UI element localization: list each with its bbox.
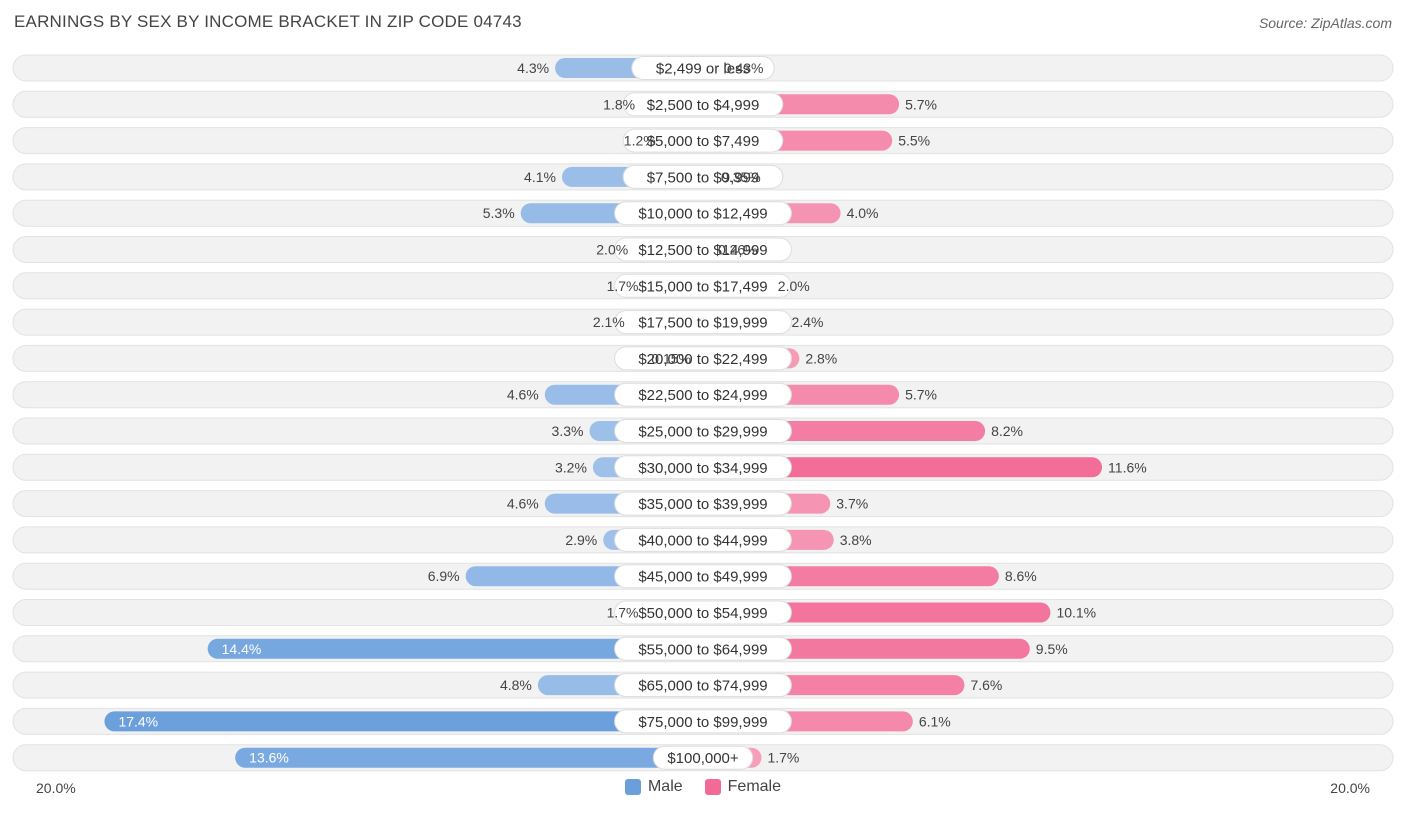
male-value-label: 1.2%: [624, 133, 656, 149]
female-value-label: 2.0%: [778, 278, 810, 294]
axis-right-label: 20.0%: [1330, 780, 1370, 796]
female-value-label: 5.7%: [905, 96, 937, 112]
category-label: $7,500 to $9,999: [647, 169, 760, 186]
female-value-label: 5.7%: [905, 387, 937, 403]
male-bar: [207, 638, 703, 659]
category-label: $30,000 to $34,999: [638, 460, 767, 477]
male-value-label: 14.4%: [222, 641, 262, 657]
category-label: $75,000 to $99,999: [638, 714, 767, 731]
female-value-label: 2.8%: [805, 350, 837, 366]
category-label: $50,000 to $54,999: [638, 605, 767, 622]
legend: Male Female: [0, 778, 1406, 796]
female-value-label: 0.35%: [721, 169, 761, 185]
female-value-label: 0.26%: [718, 242, 758, 258]
category-pill: [652, 745, 754, 770]
male-bar: [104, 711, 703, 732]
female-value-label: 0.43%: [724, 60, 764, 76]
category-label: $2,500 to $4,999: [647, 97, 760, 114]
category-pill: [622, 92, 784, 117]
female-value-label: 3.7%: [836, 496, 868, 512]
legend-label-male: Male: [647, 778, 683, 795]
female-value-label: 4.0%: [847, 205, 879, 221]
legend-item-male[interactable]: Male: [624, 778, 683, 796]
male-value-label: 4.1%: [524, 169, 556, 185]
female-value-label: 2.4%: [792, 314, 824, 330]
category-label: $25,000 to $29,999: [638, 424, 767, 441]
male-value-label: 4.8%: [500, 677, 532, 693]
category-pill: [614, 201, 792, 226]
category-label: $2,499 or less: [656, 61, 750, 78]
category-pill: [614, 527, 792, 552]
male-value-label: 5.3%: [483, 205, 515, 221]
female-value-label: 1.7%: [767, 750, 799, 766]
category-pill: [631, 56, 775, 80]
legend-item-female[interactable]: Female: [704, 778, 782, 796]
category-pill: [614, 346, 792, 371]
category-label: $17,500 to $19,999: [638, 315, 767, 332]
male-value-label: 2.1%: [593, 314, 625, 330]
female-value-label: 10.1%: [1056, 605, 1096, 621]
male-value-label: 13.6%: [249, 750, 289, 766]
female-value-label: 7.6%: [970, 677, 1002, 693]
male-value-label: 2.0%: [596, 242, 628, 258]
category-label: $45,000 to $49,999: [638, 569, 767, 586]
male-value-label: 17.4%: [118, 713, 158, 729]
category-pill: [614, 382, 792, 407]
male-value-label: 3.2%: [555, 459, 587, 475]
male-value-label: 4.3%: [517, 60, 549, 76]
category-label: $35,000 to $39,999: [638, 496, 767, 513]
male-value-label: 3.3%: [552, 423, 584, 439]
category-label: $12,500 to $14,999: [638, 242, 767, 259]
legend-label-female: Female: [727, 778, 782, 795]
male-value-label: 1.7%: [607, 278, 639, 294]
axis-left-label: 20.0%: [36, 780, 76, 796]
category-pill: [614, 273, 792, 298]
female-value-label: 5.5%: [898, 133, 930, 149]
female-value-label: 8.2%: [991, 423, 1023, 439]
male-value-label: 2.9%: [565, 532, 597, 548]
female-bar: [703, 457, 1103, 478]
category-pill: [614, 310, 792, 335]
female-value-label: 6.1%: [919, 713, 951, 729]
male-value-label: 4.6%: [507, 387, 539, 403]
category-pill: [622, 128, 784, 153]
category-label: $100,000+: [667, 750, 739, 767]
female-value-label: 3.8%: [840, 532, 872, 548]
category-pill: [614, 237, 792, 262]
category-pill: [614, 419, 792, 443]
category-pill: [614, 455, 792, 480]
male-value-label: 6.9%: [428, 568, 460, 584]
male-value-label: 4.6%: [507, 496, 539, 512]
female-value-label: 11.6%: [1108, 459, 1147, 475]
female-value-label: 9.5%: [1036, 641, 1068, 657]
category-pill: [614, 600, 792, 625]
chart-title: EARNINGS BY SEX BY INCOME BRACKET IN ZIP…: [14, 12, 522, 31]
male-value-label: 1.8%: [603, 96, 635, 112]
category-pill: [614, 673, 792, 698]
category-label: $10,000 to $12,499: [638, 206, 767, 223]
category-pill: [614, 636, 792, 661]
category-label: $65,000 to $74,999: [638, 678, 767, 695]
male-value-label: 1.7%: [607, 605, 639, 621]
category-label: $15,000 to $17,499: [638, 278, 767, 295]
category-pill: [622, 164, 784, 189]
source-credit: Source: ZipAtlas.com: [1258, 15, 1392, 31]
female-value-label: 8.6%: [1005, 568, 1037, 584]
category-label: $40,000 to $44,999: [638, 532, 767, 549]
category-pill: [614, 709, 792, 734]
category-label: $55,000 to $64,999: [638, 641, 767, 658]
legend-swatch-female: [704, 779, 721, 795]
category-label: $20,000 to $22,499: [638, 351, 767, 368]
legend-swatch-male: [624, 779, 641, 795]
category-pill: [614, 491, 792, 516]
male-value-label: 0.15%: [651, 350, 691, 366]
category-label: $22,500 to $24,999: [638, 387, 767, 404]
male-bar: [235, 747, 703, 768]
category-label: $5,000 to $7,499: [647, 133, 760, 150]
category-pill: [614, 564, 792, 589]
